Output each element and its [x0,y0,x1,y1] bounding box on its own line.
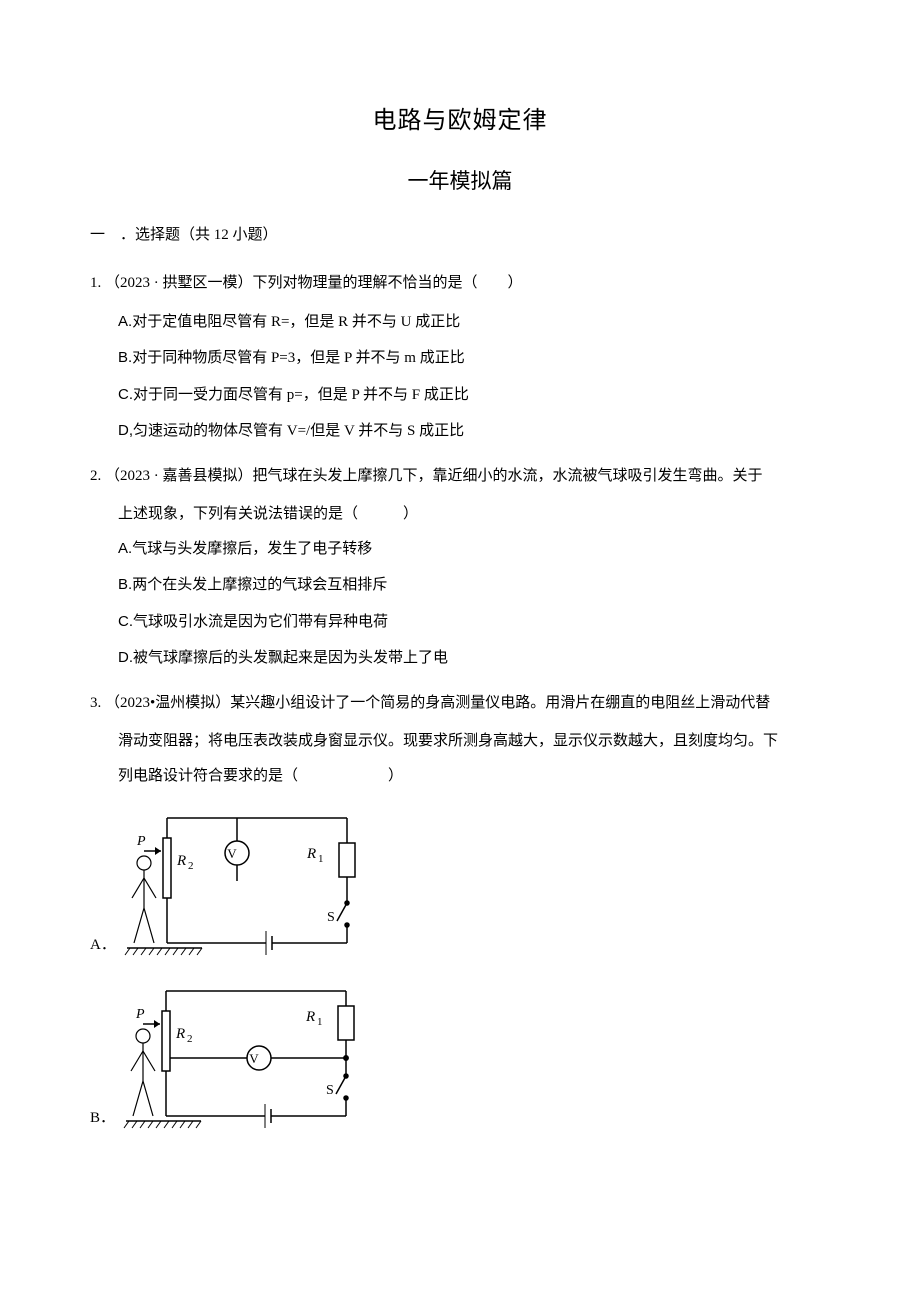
q2-opt-d-label: D. [118,649,133,666]
q3-source: （2023•温州模拟） [105,695,230,711]
diagram-a-label: A． [90,928,116,969]
document-subtitle: 一年模拟篇 [90,165,830,195]
q1-opt-c-text: 对于同一受力面尽管有 p=，但是 P 并不与 F 成正比 [133,387,469,403]
q1-opt-c-label: C. [118,386,133,403]
q2-opt-c-label: C. [118,613,133,630]
q1-opt-a-label: A. [118,313,132,330]
label-p-a: P [136,834,146,849]
question-1: 1. （2023 · 拱墅区一模）下列对物理量的理解不恰当的是（ ） A.对于定… [90,266,830,449]
circuit-diagram-a: P R 2 V R 1 S [122,803,362,968]
q2-opt-a-text: 气球与头发摩擦后，发生了电子转移 [132,541,372,557]
q1-opt-d-text: 匀速运动的物体尽管有 V=/但是 V 并不与 S 成正比 [133,423,464,439]
q1-opt-a-text: 对于定值电阻尽管有 R=，但是 R 并不与 U 成正比 [132,314,460,330]
question-2: 2. （2023 · 嘉善县模拟）把气球在头发上摩擦几下，靠近细小的水流，水流被… [90,459,830,676]
circuit-diagram-b: P R 2 V R 1 S [121,976,361,1141]
q1-stem: 下列对物理量的理解不恰当的是（ ） [253,275,523,291]
label-v-a: V [227,846,237,861]
q3-number: 3. [90,686,101,721]
diagram-b-label: B． [90,1101,115,1142]
q2-number: 2. [90,459,101,494]
q2-opt-b-text: 两个在头发上摩擦过的气球会互相排斥 [132,577,387,593]
section-header: 一 ．选择题（共 12 小题） [90,223,830,244]
diagram-b-row: B． [90,976,830,1141]
svg-text:2: 2 [187,1033,193,1045]
label-r2-b: R [175,1026,185,1042]
q3-stem-cont2: 列电路设计符合要求的是（ ） [90,759,830,794]
q2-stem-cont: 上述现象，下列有关说法错误的是（ ） [90,497,830,532]
svg-text:1: 1 [318,853,324,865]
q2-opt-b-label: B. [118,576,132,593]
q1-number: 1. [90,266,101,301]
q3-stem: 某兴趣小组设计了一个简易的身高测量仪电路。用滑片在绷直的电阻丝上滑动代替 [230,695,770,711]
label-s-b: S [326,1083,334,1098]
page: 电路与欧姆定律 一年模拟篇 一 ．选择题（共 12 小题） 1. （2023 ·… [0,0,920,1211]
diagram-a-row: A． [90,803,830,968]
q1-opt-d-label: D, [118,422,133,439]
q1-opt-b-text: 对于同种物质尽管有 P=3，但是 P 并不与 m 成正比 [132,350,465,366]
svg-text:1: 1 [317,1016,323,1028]
document-title: 电路与欧姆定律 [90,100,830,135]
q2-opt-a-label: A. [118,540,132,557]
svg-text:2: 2 [188,860,194,872]
q2-opt-c-text: 气球吸引水流是因为它们带有异种电荷 [133,614,388,630]
q2-opt-d-text: 被气球摩擦后的头发飘起来是因为头发带上了电 [133,650,448,666]
label-r1-a: R [306,846,316,862]
label-v-b: V [249,1051,259,1066]
q2-stem: 把气球在头发上摩擦几下，靠近细小的水流，水流被气球吸引发生弯曲。关于 [253,468,763,484]
q1-opt-b-label: B. [118,349,132,366]
label-r1-b: R [305,1009,315,1025]
label-r2-a: R [176,853,186,869]
q3-diagrams: A． [90,803,830,1141]
label-p-b: P [135,1007,145,1022]
q3-stem-cont: 滑动变阻器；将电压表改装成身窗显示仪。现要求所测身高越大，显示仪示数越大，且刻度… [90,724,830,759]
q2-source: （2023 · 嘉善县模拟） [105,468,253,484]
label-s-a: S [327,910,335,925]
question-3: 3. （2023•温州模拟）某兴趣小组设计了一个简易的身高测量仪电路。用滑片在绷… [90,686,830,1142]
q1-source: （2023 · 拱墅区一模） [105,275,253,291]
